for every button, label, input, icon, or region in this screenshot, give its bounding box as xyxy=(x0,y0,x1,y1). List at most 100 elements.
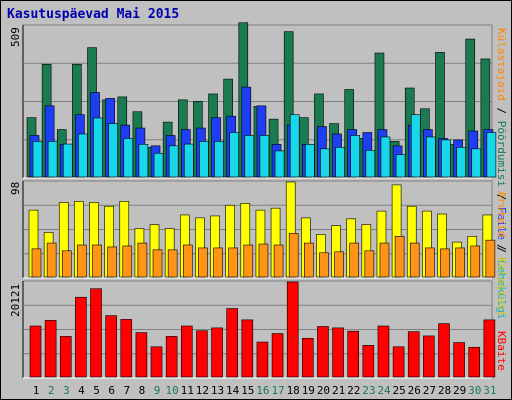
traffic-bar xyxy=(229,132,239,178)
traffic-bar xyxy=(289,114,300,178)
x-tick-label: 14 xyxy=(226,384,240,397)
bytes-bar xyxy=(211,327,223,378)
traffic-bar xyxy=(410,114,421,178)
visits-bar xyxy=(46,242,57,278)
x-tick-label: 27 xyxy=(423,384,436,397)
visits-bar xyxy=(182,244,193,278)
visits-bar xyxy=(349,242,360,278)
traffic-bar xyxy=(47,141,58,178)
bytes-bar xyxy=(286,281,299,378)
visits-bar xyxy=(409,242,420,278)
x-tick-label: 5 xyxy=(93,384,100,397)
visits-bar xyxy=(364,250,375,278)
traffic-bar xyxy=(335,147,345,178)
visits-bar xyxy=(394,235,405,278)
traffic-bar xyxy=(441,139,451,178)
x-tick-label: 21 xyxy=(332,384,345,397)
traffic-bar xyxy=(32,141,43,178)
traffic-bar xyxy=(108,123,118,178)
traffic-bar xyxy=(274,150,285,178)
bytes-bar xyxy=(180,325,193,378)
visits-bar xyxy=(425,247,435,278)
visits-bar xyxy=(198,247,208,278)
x-tick-label: 16 xyxy=(256,384,269,397)
visits-bar xyxy=(319,252,329,278)
visits-bar xyxy=(167,249,178,278)
x-tick-label: 2 xyxy=(48,384,55,397)
bytes-bar xyxy=(29,325,42,378)
bytes-bar xyxy=(407,331,420,378)
visits-bar xyxy=(61,250,72,278)
bytes-bar xyxy=(362,345,375,378)
x-tick-label: 13 xyxy=(211,384,224,397)
visits-bar xyxy=(228,247,238,278)
x-tick-label: 25 xyxy=(392,384,405,397)
x-tick-label: 31 xyxy=(483,384,496,397)
x-tick-label: 4 xyxy=(78,384,85,397)
traffic-bar xyxy=(380,136,391,178)
bytes-bar xyxy=(226,308,238,378)
visits-bar xyxy=(288,233,299,278)
visits-bar xyxy=(470,245,481,278)
x-tick-label: 8 xyxy=(139,384,146,397)
x-tick-label: 15 xyxy=(241,384,254,397)
traffic-bar xyxy=(123,138,134,178)
visits-bar xyxy=(258,243,269,278)
traffic-bar xyxy=(305,144,315,178)
bytes-bar xyxy=(150,346,163,378)
traffic-bar xyxy=(350,135,361,178)
bytes-bar xyxy=(196,330,208,378)
x-tick-label: 6 xyxy=(108,384,115,397)
bytes-bar xyxy=(120,319,133,378)
traffic-bar xyxy=(395,154,406,178)
x-tick-label: 7 xyxy=(123,384,130,397)
x-tick-label: 10 xyxy=(166,384,179,397)
bytes-bar xyxy=(135,332,148,378)
traffic-bar xyxy=(259,135,270,178)
traffic-bar xyxy=(426,136,436,178)
visits-bar xyxy=(213,247,223,278)
bytes-bar xyxy=(332,327,344,378)
visits-bar xyxy=(485,239,496,278)
visits-bar xyxy=(243,244,254,278)
bytes-bar xyxy=(453,342,465,378)
bytes-bar xyxy=(165,336,178,378)
x-tick-label: 30 xyxy=(468,384,481,397)
visits-bar xyxy=(92,244,102,278)
traffic-bar xyxy=(486,132,497,178)
x-tick-label: 11 xyxy=(181,384,194,397)
x-tick-label: 1 xyxy=(33,384,40,397)
x-tick-label: 19 xyxy=(302,384,315,397)
visits-bar xyxy=(31,248,42,278)
bytes-bar xyxy=(44,320,57,378)
traffic-bar xyxy=(320,148,330,178)
traffic-bar xyxy=(244,135,255,178)
bytes-bar xyxy=(468,346,481,378)
visits-bar xyxy=(334,251,344,278)
bytes-bar xyxy=(438,323,450,378)
bytes-bar xyxy=(377,325,390,378)
x-tick-label: 28 xyxy=(438,384,451,397)
x-tick-label: 3 xyxy=(63,384,70,397)
visits-bar xyxy=(107,246,117,278)
traffic-bar xyxy=(138,144,149,178)
traffic-bar xyxy=(168,145,179,178)
bytes-bar xyxy=(271,333,284,378)
bytes-bar xyxy=(90,288,102,378)
visits-bar xyxy=(455,247,465,278)
bytes-bar xyxy=(317,326,329,378)
visits-bar xyxy=(122,245,133,278)
bytes-bar xyxy=(392,346,405,378)
traffic-bar xyxy=(456,147,466,178)
bytes-bar xyxy=(347,330,360,378)
visits-bar xyxy=(304,242,314,278)
traffic-bar xyxy=(199,141,209,178)
chart-title: Kasutuspäevad Mai 2015 xyxy=(7,7,180,22)
x-tick-label: 24 xyxy=(377,384,391,397)
bytes-bar xyxy=(483,319,496,378)
x-tick-label: 17 xyxy=(271,384,284,397)
x-tick-label: 9 xyxy=(154,384,161,397)
visits-bar xyxy=(77,244,87,278)
